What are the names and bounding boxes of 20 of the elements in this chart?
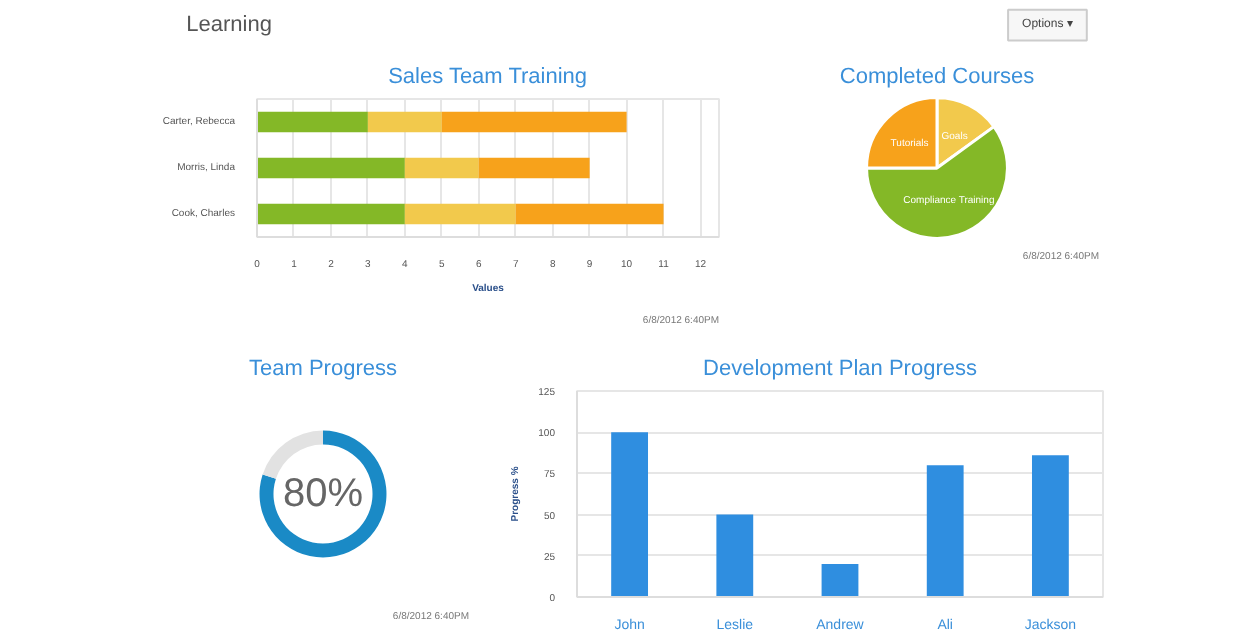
bar: [515, 203, 664, 225]
bar: [404, 157, 479, 179]
chart-title: Development Plan Progress: [703, 357, 978, 381]
bar: [1031, 455, 1069, 597]
data-label: 80%: [282, 472, 364, 516]
chart-title: Team Progress: [249, 357, 398, 381]
bar: [367, 111, 442, 133]
bar: [257, 203, 405, 225]
bar: [257, 157, 405, 179]
text: Learning: [186, 13, 272, 38]
bar: [926, 465, 964, 597]
bar: [716, 514, 754, 597]
chart-title: Sales Team Training: [388, 65, 588, 89]
bar: [478, 157, 590, 179]
bar: [404, 203, 516, 225]
chart-title: Completed Courses: [839, 65, 1036, 89]
bar: [821, 564, 859, 597]
bar: [441, 111, 627, 133]
bar: [611, 432, 649, 597]
bar: [257, 111, 368, 133]
